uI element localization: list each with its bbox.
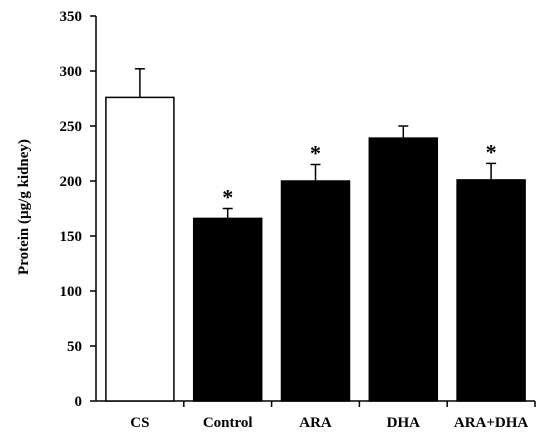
- y-axis-label: Protein (µg/g kidney): [16, 139, 32, 275]
- bar-cs: [105, 96, 175, 402]
- y-tick-label: 200: [60, 174, 83, 190]
- bar-ara: [280, 180, 351, 402]
- x-tick-label: DHA: [387, 415, 421, 431]
- significance-asterisk: *: [486, 139, 497, 164]
- significance-asterisk: *: [310, 141, 321, 166]
- x-tick-label: Control: [203, 415, 253, 431]
- bar-ara-dha: [456, 179, 526, 402]
- y-tick-label: 300: [60, 64, 83, 80]
- bar-dha: [368, 137, 439, 402]
- significance-asterisk: *: [222, 185, 233, 210]
- bar-control: [192, 217, 263, 402]
- y-tick-label: 150: [60, 229, 83, 245]
- x-tick-label: CS: [130, 415, 149, 431]
- bars: [105, 96, 526, 402]
- y-tick-label: 50: [67, 339, 82, 355]
- y-tick-label: 100: [60, 284, 83, 300]
- x-tick-label: ARA: [299, 415, 332, 431]
- significance-markers: * * *: [222, 139, 496, 209]
- y-tick-label: 0: [75, 394, 83, 410]
- x-axis: CS Control ARA DHA ARA+DHA: [96, 400, 536, 431]
- y-tick-label: 250: [60, 119, 83, 135]
- y-axis: 0 50 100 150 200 250 300 350: [60, 9, 97, 410]
- y-tick-label: 350: [60, 9, 83, 25]
- x-tick-label: ARA+DHA: [454, 415, 529, 431]
- error-bars: [134, 68, 497, 219]
